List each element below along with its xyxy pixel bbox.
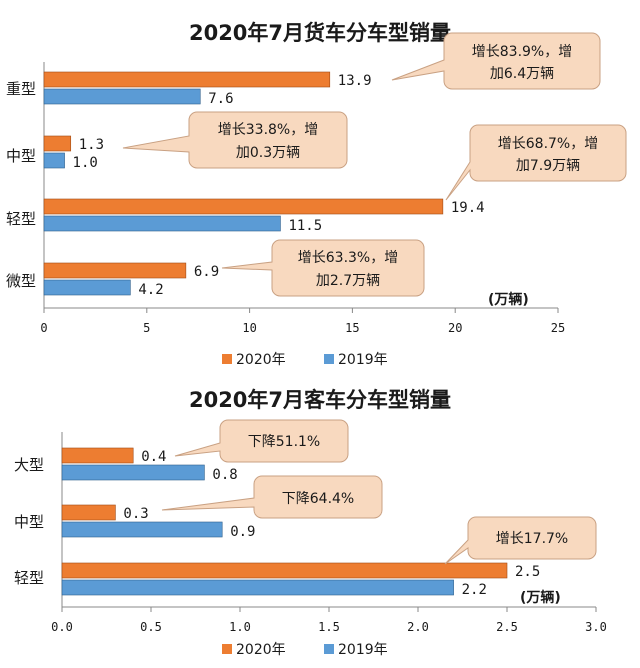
x-tick-label: 15: [345, 321, 359, 335]
x-tick-label: 2.0: [407, 620, 429, 634]
value-label: 1.0: [73, 155, 98, 171]
value-label: 1.3: [79, 137, 104, 153]
bar-2020: [61, 504, 116, 521]
bar-2020: [43, 135, 72, 152]
legend-label: 2019年: [338, 352, 388, 368]
callout-text: 下降64.4%: [282, 491, 354, 507]
x-tick-label: 0.5: [140, 620, 162, 634]
legend-swatch-2020: [222, 644, 232, 654]
callout-medium-bus: 下降64.4%: [161, 475, 383, 519]
value-label: 0.9: [230, 524, 255, 540]
category-label: 轻型: [14, 569, 44, 587]
callout-text: 加2.7万辆: [316, 273, 380, 289]
callout-text: 增长83.9%，增: [472, 44, 572, 60]
value-label: 0.8: [212, 467, 237, 483]
value-label: 7.6: [208, 91, 233, 107]
chart-title: 2020年7月客车分车型销量: [189, 388, 451, 412]
bar-2019: [43, 279, 131, 296]
bar-2020: [61, 562, 508, 579]
bar-2019: [43, 152, 65, 169]
chart-title: 2020年7月货车分车型销量: [189, 21, 451, 45]
legend-swatch-2019: [324, 644, 334, 654]
callout-text: 加6.4万辆: [490, 66, 554, 82]
unit-label: (万辆): [488, 291, 529, 308]
bar-2020: [43, 71, 331, 88]
value-label: 6.9: [194, 264, 219, 280]
callout-text: 加7.9万辆: [516, 158, 580, 174]
bar-2019: [43, 88, 201, 105]
category-label: 中型: [14, 513, 44, 531]
value-label: 11.5: [288, 218, 322, 234]
bus-sales-chart: 2020年7月客车分车型销量 大型 中型 轻型 0.4 0.3 2.5 0.8 …: [14, 388, 607, 658]
category-label: 轻型: [6, 210, 36, 228]
callout-text: 增长33.8%，增: [218, 122, 318, 138]
legend: 2020年 2019年: [222, 642, 388, 658]
callout-text: 增长17.7%: [496, 531, 568, 547]
legend-label: 2020年: [236, 352, 286, 368]
bar-2019: [61, 579, 454, 596]
truck-sales-chart: 2020年7月货车分车型销量 重型 中型 轻型 微型 13.9 1.3 19.4…: [6, 21, 627, 368]
category-label: 大型: [14, 456, 44, 474]
value-label: 2.5: [515, 564, 540, 580]
bar-2020: [43, 198, 444, 215]
bar-2019: [61, 464, 205, 481]
x-tick-label: 2.5: [496, 620, 518, 634]
legend-swatch-2020: [222, 354, 232, 364]
category-label: 中型: [6, 147, 36, 165]
callout-mini: 增长63.3%，增 加2.7万辆: [221, 239, 425, 297]
value-label: 13.9: [338, 73, 372, 89]
legend-label: 2019年: [338, 642, 388, 658]
bar-2019: [43, 215, 281, 232]
callout-light-bus: 增长17.7%: [444, 516, 597, 565]
bar-2019: [61, 521, 223, 538]
callout-text: 下降51.1%: [248, 434, 320, 450]
value-label: 4.2: [138, 282, 163, 298]
category-label: 重型: [6, 80, 36, 98]
value-label: 0.3: [123, 506, 148, 522]
callout-text: 增长68.7%，增: [498, 136, 598, 152]
callout-light: 增长68.7%，增 加7.9万辆: [445, 124, 627, 201]
category-label: 微型: [6, 272, 36, 290]
x-tick-label: 3.0: [585, 620, 607, 634]
callout-large-bus: 下降51.1%: [174, 419, 349, 463]
callout-heavy: 增长83.9%，增 加6.4万辆: [391, 32, 601, 90]
legend-swatch-2019: [324, 354, 334, 364]
x-tick-label: 5: [143, 321, 150, 335]
value-label: 19.4: [451, 200, 485, 216]
callout-text: 加0.3万辆: [236, 145, 300, 161]
unit-label: (万辆): [520, 589, 561, 606]
x-tick-label: 10: [242, 321, 256, 335]
value-label: 2.2: [462, 582, 487, 598]
x-tick-label: 25: [551, 321, 565, 335]
bar-2020: [43, 262, 187, 279]
x-tick-label: 1.5: [318, 620, 340, 634]
bar-2020: [61, 447, 134, 464]
callout-text: 增长63.3%，增: [298, 250, 398, 266]
x-tick-label: 0.0: [51, 620, 73, 634]
value-label: 0.4: [141, 449, 166, 465]
x-tick-label: 1.0: [229, 620, 251, 634]
callout-medium: 增长33.8%，增 加0.3万辆: [122, 111, 348, 169]
x-tick-label: 20: [448, 321, 462, 335]
legend-label: 2020年: [236, 642, 286, 658]
x-tick-label: 0: [40, 321, 47, 335]
legend: 2020年 2019年: [222, 352, 388, 368]
